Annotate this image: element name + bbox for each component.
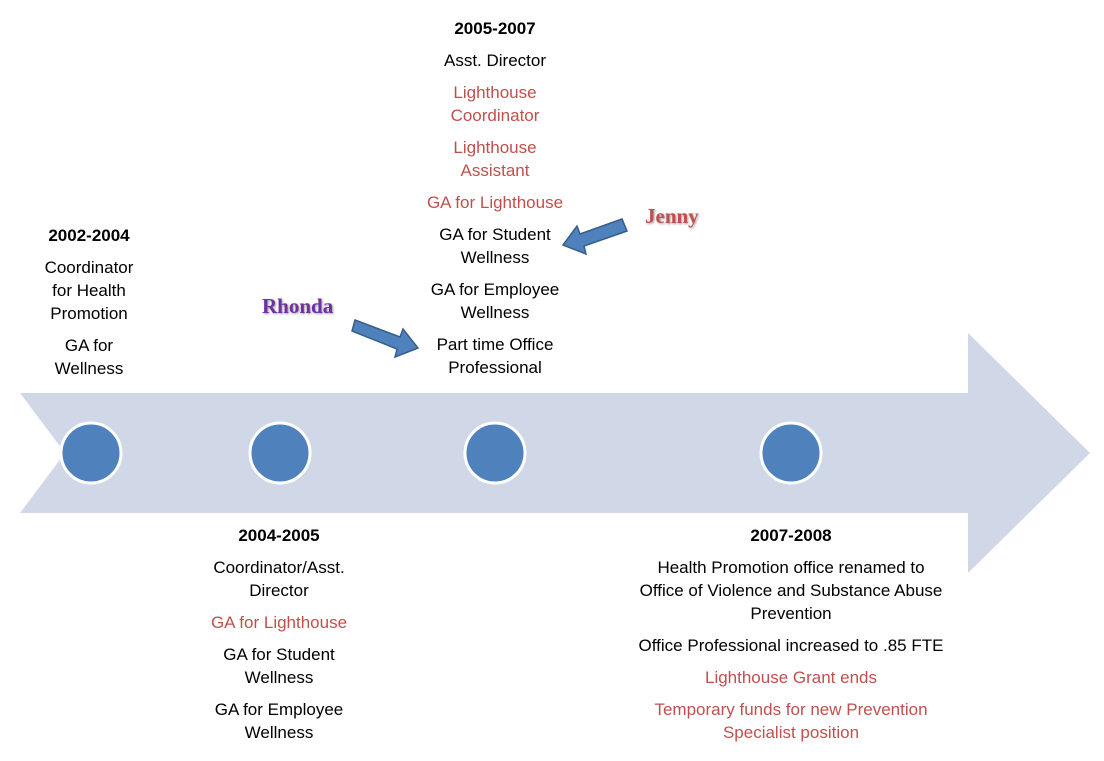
role-item: Asst. Director — [315, 49, 675, 72]
pointer-arrow — [561, 218, 628, 256]
role-item: GA for Lighthouse — [99, 611, 459, 634]
pointer-arrow — [351, 319, 420, 359]
role-item: Health Promotion office renamed to Office… — [611, 556, 971, 625]
item-line: Wellness — [244, 668, 314, 687]
item-line: Promotion — [50, 304, 128, 323]
item-line: Temporary funds for new Prevention — [654, 700, 928, 719]
period: 2005-2007 Asst. Director Lighthouse Coordin… — [315, 17, 675, 379]
role-item: Temporary funds for new Prevention Specia… — [611, 698, 971, 744]
item-line: Office Professional increased to .85 FTE — [638, 636, 944, 655]
item-line: Coordinator/Asst. — [213, 558, 345, 577]
item-line: Assistant — [460, 161, 530, 180]
item-line: Coordinator — [44, 258, 134, 277]
role-item: GA for Wellness — [0, 334, 269, 380]
milestone — [759, 421, 823, 485]
item-line: Lighthouse — [453, 138, 537, 157]
milestone — [463, 421, 527, 485]
period: 2002-2004 Coordinator for Health Promotion G… — [0, 224, 269, 380]
period-year: 2007-2008 — [750, 526, 832, 545]
item-line: GA for Student — [223, 645, 335, 664]
role-item: Office Professional increased to .85 FTE — [611, 634, 971, 657]
item-line: GA for Lighthouse — [210, 613, 348, 632]
period-year: 2005-2007 — [454, 19, 536, 38]
role-item: GA for Student Wellness — [99, 643, 459, 689]
role-item: GA for Employee Wellness — [99, 698, 459, 744]
period: 2004-2005 Coordinator/Asst. Director GA for… — [99, 524, 459, 744]
item-line: Asst. Director — [443, 51, 547, 70]
timeline-arrow — [20, 333, 1090, 573]
item-line: GA for Lighthouse — [426, 193, 564, 212]
role-item: GA for Student Wellness — [315, 223, 675, 269]
role-item: Lighthouse Coordinator — [315, 81, 675, 127]
period-year: 2002-2004 — [48, 226, 130, 245]
role-item: Coordinator/Asst. Director — [99, 556, 459, 602]
item-line: Wellness — [460, 303, 530, 322]
item-line: Professional — [448, 358, 542, 377]
role-item: Lighthouse Grant ends — [611, 666, 971, 689]
item-line: GA for Student — [439, 225, 551, 244]
item-line: GA for — [64, 336, 114, 355]
item-line: Office of Violence and Substance Abuse — [639, 581, 943, 600]
item-line: Health Promotion office renamed to — [657, 558, 925, 577]
item-line: Director — [249, 581, 309, 600]
item-line: Specialist position — [722, 723, 860, 742]
role-item: GA for Lighthouse — [315, 191, 675, 214]
role-item: GA for Employee Wellness — [315, 278, 675, 324]
item-line: Wellness — [244, 723, 314, 742]
item-line: Part time Office — [436, 335, 554, 354]
milestone — [59, 421, 123, 485]
item-line: Wellness — [460, 248, 530, 267]
role-item: Lighthouse Assistant — [315, 136, 675, 182]
item-line: Coordinator — [450, 106, 540, 125]
person-name: Jenny — [645, 204, 699, 228]
milestone — [248, 421, 312, 485]
period-year: 2004-2005 — [238, 526, 320, 545]
item-line: Wellness — [54, 359, 124, 378]
item-line: Lighthouse Grant ends — [704, 668, 877, 687]
item-line: Prevention — [750, 604, 832, 623]
item-line: GA for Employee — [214, 700, 344, 719]
person-name: Rhonda — [262, 294, 334, 318]
role-item: Coordinator for Health Promotion — [0, 256, 269, 325]
period: 2007-2008 Health Promotion office renamed… — [611, 524, 971, 744]
item-line: for Health — [52, 281, 126, 300]
role-item: Part time Office Professional — [315, 333, 675, 379]
item-line: Lighthouse — [453, 83, 537, 102]
item-line: GA for Employee — [430, 280, 560, 299]
